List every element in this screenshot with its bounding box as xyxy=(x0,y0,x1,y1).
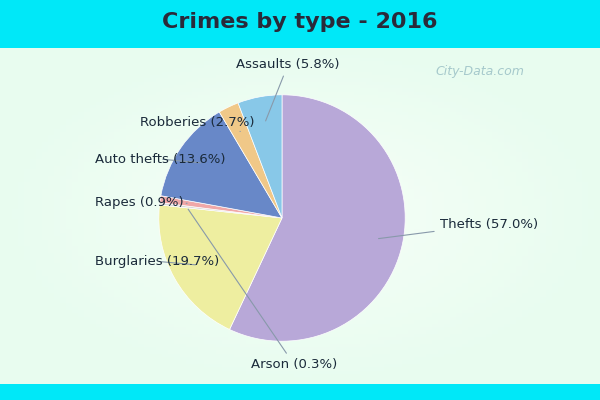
Text: Assaults (5.8%): Assaults (5.8%) xyxy=(236,58,340,121)
Wedge shape xyxy=(160,196,282,218)
Text: Burglaries (19.7%): Burglaries (19.7%) xyxy=(95,255,219,268)
Wedge shape xyxy=(159,205,282,330)
Wedge shape xyxy=(238,95,282,218)
Text: Crimes by type - 2016: Crimes by type - 2016 xyxy=(162,12,438,32)
Text: Thefts (57.0%): Thefts (57.0%) xyxy=(379,218,538,239)
Wedge shape xyxy=(230,95,405,341)
Text: Rapes (0.9%): Rapes (0.9%) xyxy=(95,196,187,209)
Text: Arson (0.3%): Arson (0.3%) xyxy=(188,209,337,371)
Text: Auto thefts (13.6%): Auto thefts (13.6%) xyxy=(95,152,225,166)
Text: Robberies (2.7%): Robberies (2.7%) xyxy=(140,116,255,132)
Text: City-Data.com: City-Data.com xyxy=(436,66,524,78)
Wedge shape xyxy=(219,103,282,218)
Wedge shape xyxy=(160,202,282,218)
Wedge shape xyxy=(161,112,282,218)
